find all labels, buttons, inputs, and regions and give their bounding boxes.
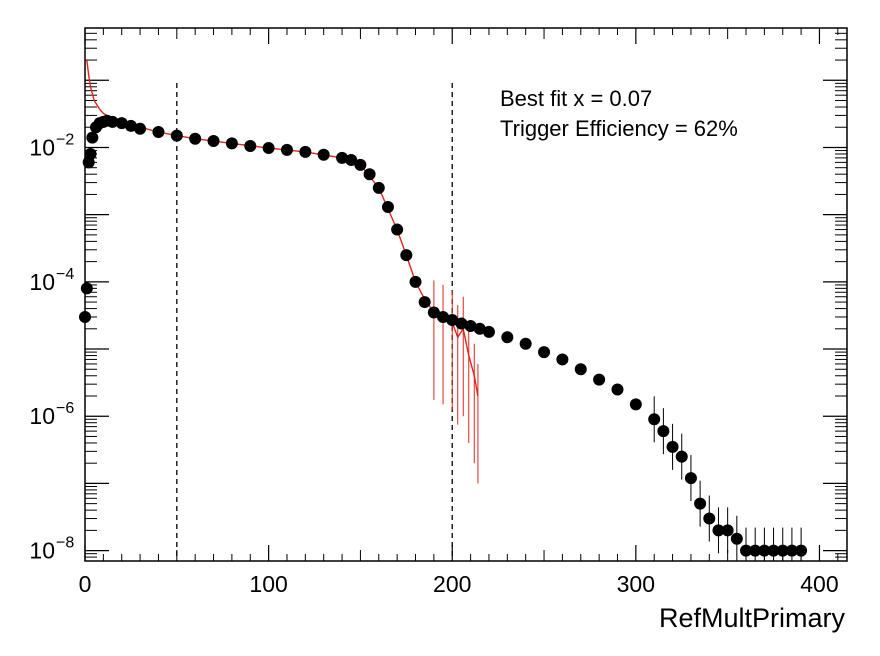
y-tick-label-exponent: −2: [56, 131, 74, 148]
data-point: [317, 148, 330, 161]
data-point: [115, 117, 128, 130]
x-tick-label: 100: [249, 571, 287, 597]
data-point: [225, 137, 238, 150]
axis-ticks: [84, 28, 847, 561]
data-point: [86, 131, 99, 144]
data-point: [84, 147, 97, 160]
data-points: [79, 114, 808, 561]
data-point: [749, 544, 762, 557]
data-point: [409, 275, 422, 288]
data-point: [767, 544, 780, 557]
data-point: [427, 306, 440, 319]
data-point: [391, 223, 404, 236]
annotation-trigger-efficiency: Trigger Efficiency = 62%: [500, 116, 738, 141]
data-point: [189, 132, 202, 145]
data-point: [482, 325, 495, 338]
annotation-best-fit: Best fit x = 0.07: [500, 86, 652, 111]
data-point: [280, 143, 293, 156]
data-point: [795, 544, 808, 557]
data-point: [464, 320, 477, 333]
y-tick-label: 10: [29, 538, 55, 564]
data-point: [124, 119, 137, 132]
data-point: [134, 122, 147, 135]
data-point: [684, 472, 697, 485]
data-point: [207, 134, 220, 147]
data-point: [299, 145, 312, 158]
data-point: [648, 413, 661, 426]
data-point: [437, 310, 450, 323]
data-point: [712, 524, 725, 537]
data-point: [694, 497, 707, 510]
data-point: [758, 544, 771, 557]
data-point: [666, 440, 679, 453]
data-point: [79, 310, 91, 323]
y-tick-label: 10: [29, 269, 55, 295]
data-point: [262, 142, 275, 155]
data-point: [675, 450, 688, 463]
y-tick-label-exponent: −8: [56, 535, 74, 552]
data-point: [519, 337, 532, 350]
x-tick-label: 0: [79, 571, 92, 597]
data-point: [152, 125, 165, 138]
data-point: [106, 115, 119, 128]
minor-ticks: [85, 28, 847, 562]
data-point: [381, 201, 394, 214]
data-point: [501, 331, 514, 344]
data-point: [455, 317, 468, 330]
fit-curve: [86, 60, 479, 484]
x-tick-label: 300: [617, 571, 655, 597]
data-point: [593, 373, 606, 386]
data-point: [336, 151, 349, 164]
fit-line: [86, 60, 479, 397]
data-point: [721, 524, 734, 537]
plot-frame: [84, 27, 848, 562]
data-point: [244, 140, 257, 153]
y-tick-label: 10: [29, 134, 55, 160]
data-point: [473, 322, 486, 335]
data-point: [611, 383, 624, 396]
data-point: [556, 353, 569, 366]
data-point: [446, 314, 459, 327]
data-point: [80, 282, 93, 295]
data-point: [730, 532, 743, 545]
y-tick-label-exponent: −6: [56, 400, 74, 417]
data-point: [629, 398, 642, 411]
data-point: [538, 346, 551, 359]
x-tick-label: 400: [800, 571, 838, 597]
data-point: [657, 425, 670, 438]
data-point: [354, 158, 367, 171]
data-point: [740, 544, 753, 557]
vertical-lines: [176, 83, 453, 561]
data-point: [776, 544, 789, 557]
x-tick-label: 200: [433, 571, 471, 597]
data-point: [574, 363, 587, 376]
y-tick-label: 10: [29, 403, 55, 429]
y-tick-label-exponent: −4: [56, 266, 74, 283]
data-point: [703, 512, 716, 525]
data-point: [345, 154, 358, 167]
data-point: [785, 544, 798, 557]
data-point: [363, 168, 376, 181]
data-point: [400, 249, 413, 262]
data-point: [418, 296, 431, 309]
data-point: [170, 129, 183, 142]
data-point: [372, 181, 385, 194]
x-axis-title: RefMultPrimary: [659, 603, 846, 633]
